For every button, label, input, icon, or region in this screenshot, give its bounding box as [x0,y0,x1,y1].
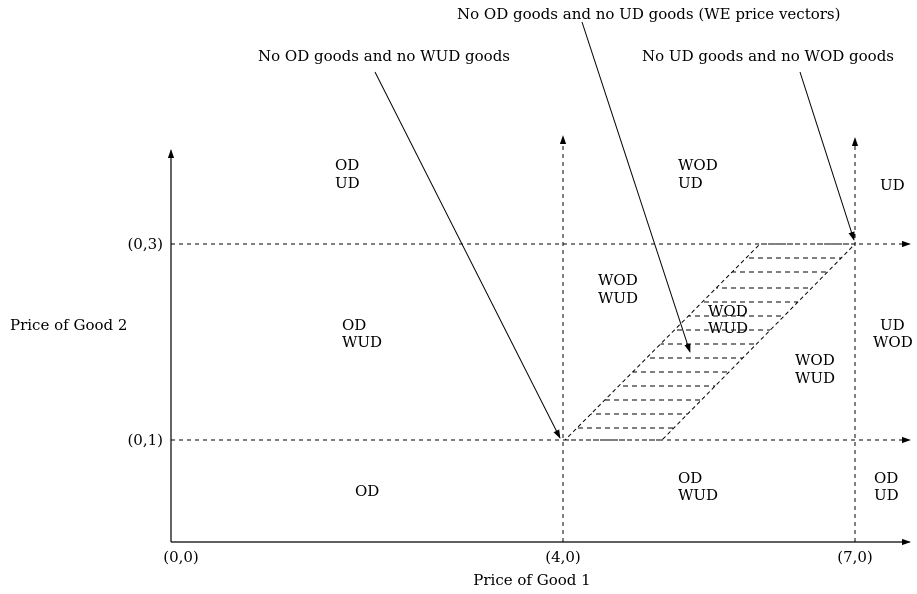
region-mid-right: UD WOD [873,316,913,351]
region-mid-lower: WOD WUD [795,351,835,387]
svg-text:UD: UD [880,316,905,334]
callout-arrow-no-ud-no-wod [799,71,855,241]
region-bottom-right: OD UD [874,469,899,504]
region-hatched: WOD WUD [708,302,748,337]
region-bottom-middle: OD WUD [678,469,718,504]
svg-text:WUD: WUD [598,289,638,307]
svg-text:OD: OD [342,316,366,334]
svg-text:UD: UD [678,174,703,192]
region-top-middle: WOD UD [678,156,718,192]
x-axis-label: Price of Good 1 [473,571,590,589]
svg-text:OD: OD [678,469,702,487]
callout-no-ud-no-wod: No UD goods and no WOD goods [642,47,894,65]
svg-text:WUD: WUD [342,333,382,351]
y-axis-label: Price of Good 2 [10,316,127,334]
callout-arrow-no-od-no-wud [374,71,561,439]
svg-text:UD: UD [874,486,899,504]
svg-text:WOD: WOD [873,333,913,351]
svg-text:WUD: WUD [708,319,748,337]
svg-text:UD: UD [880,176,905,194]
x-tick-4: (4,0) [545,548,581,566]
svg-text:WOD: WOD [795,351,835,369]
svg-text:WOD: WOD [678,156,718,174]
region-mid-left: OD WUD [342,316,382,351]
region-bottom-left: OD [355,482,379,500]
callout-arrow-no-od-no-ud [581,21,691,353]
svg-text:WOD: WOD [598,271,638,289]
region-top-left: OD UD [335,156,360,192]
svg-text:UD: UD [335,174,360,192]
callout-no-od-no-ud: No OD goods and no UD goods (WE price ve… [457,5,840,23]
y-tick-1: (0,1) [127,431,163,449]
svg-text:OD: OD [355,482,379,500]
svg-text:WOD: WOD [708,302,748,320]
x-tick-0: (0,0) [163,548,199,566]
y-tick-3: (0,3) [127,235,163,253]
region-mid-center: WOD WUD [598,271,638,307]
svg-text:OD: OD [335,156,359,174]
region-top-right: UD [880,176,905,194]
svg-text:WUD: WUD [795,369,835,387]
x-tick-7: (7,0) [837,548,873,566]
svg-text:WUD: WUD [678,486,718,504]
svg-text:OD: OD [874,469,898,487]
callout-no-od-no-wud: No OD goods and no WUD goods [258,47,510,65]
